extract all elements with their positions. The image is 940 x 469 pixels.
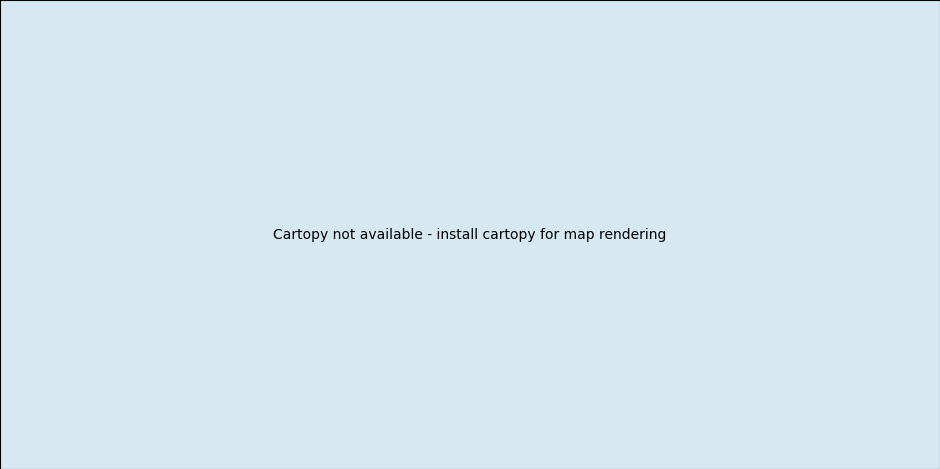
Text: Cartopy not available - install cartopy for map rendering: Cartopy not available - install cartopy … xyxy=(274,227,666,242)
